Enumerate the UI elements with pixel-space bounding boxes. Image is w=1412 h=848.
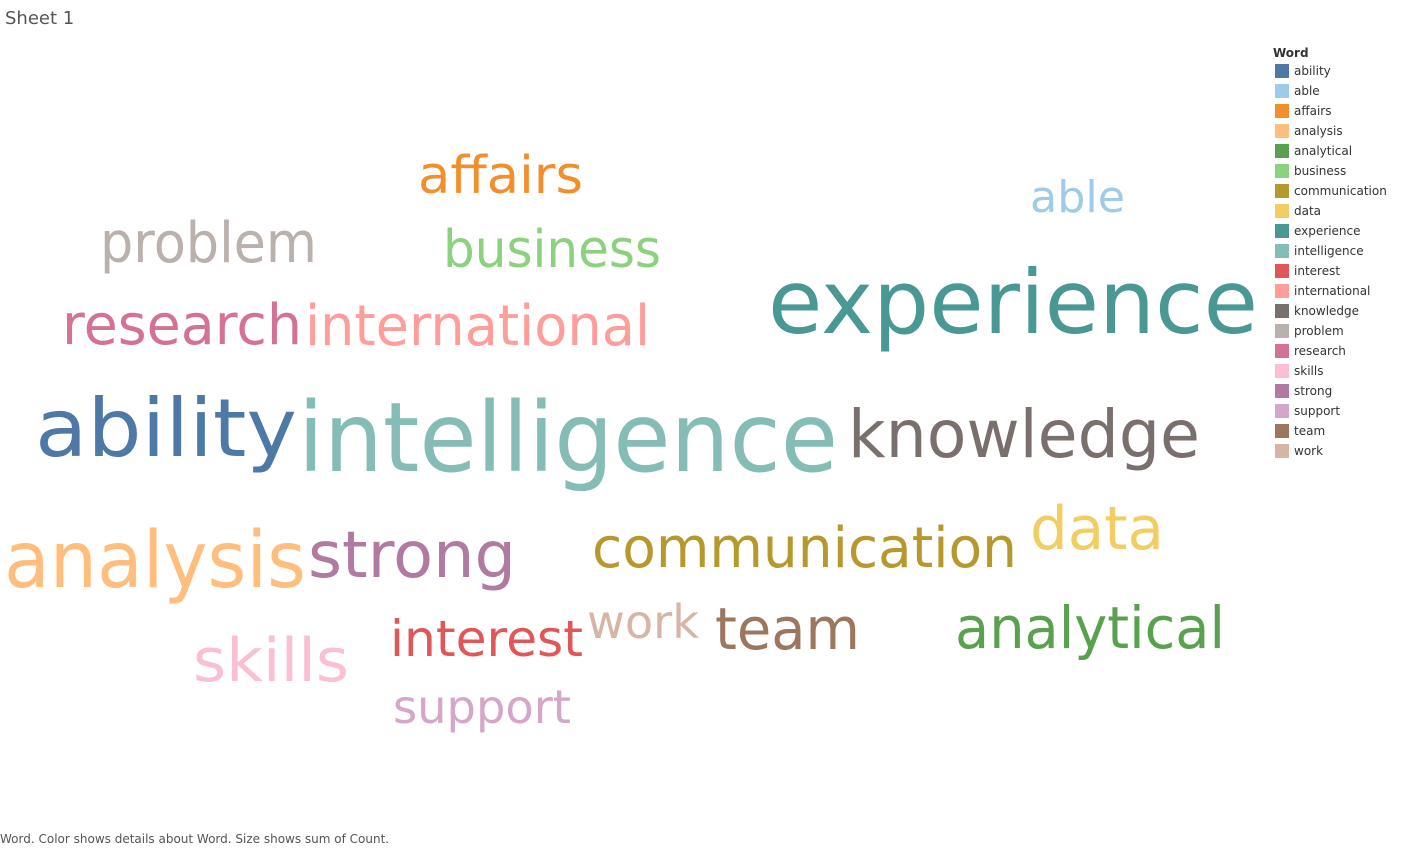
word-affairs[interactable]: affairs [418,146,583,206]
legend-swatch [1275,304,1289,318]
word-skills[interactable]: skills [193,626,349,696]
word-analysis[interactable]: analysis [4,516,306,606]
legend-label: support [1294,404,1341,418]
word-business[interactable]: business [443,220,661,280]
legend-label: problem [1294,324,1344,338]
word-able[interactable]: able [1030,172,1125,223]
legend-label: team [1294,424,1326,438]
legend-swatch [1275,344,1289,358]
legend-item-communication[interactable]: communication [1273,181,1403,201]
chart-caption: Word. Color shows details about Word. Si… [0,832,390,846]
legend-label: communication [1294,184,1387,198]
word-research[interactable]: research [62,293,302,358]
legend-swatch [1275,384,1289,398]
legend-swatch [1275,124,1289,138]
legend-items: ability able affairs analysis analytical busi… [1273,61,1403,461]
word-experience[interactable]: experience [768,251,1258,354]
legend: Word ability able affairs analysis analytica… [1273,45,1403,461]
legend-swatch [1275,184,1289,198]
legend-swatch [1275,164,1289,178]
word-problem[interactable]: problem [100,211,317,276]
legend-title: Word [1273,46,1309,60]
legend-item-experience[interactable]: experience [1273,221,1403,241]
legend-item-affairs[interactable]: affairs [1273,101,1403,121]
word-support[interactable]: support [393,680,571,734]
legend-swatch [1275,64,1289,78]
sheet-title: Sheet 1 [5,8,75,29]
word-international[interactable]: international [305,294,650,359]
legend-item-strong[interactable]: strong [1273,381,1403,401]
legend-label: knowledge [1294,304,1360,318]
legend-item-intelligence[interactable]: intelligence [1273,241,1403,261]
legend-swatch [1275,204,1289,218]
legend-item-international[interactable]: international [1273,281,1403,301]
legend-item-ability[interactable]: ability [1273,61,1403,81]
word-data[interactable]: data [1030,494,1164,564]
legend-label: research [1294,344,1346,358]
legend-item-work[interactable]: work [1273,441,1403,461]
legend-item-business[interactable]: business [1273,161,1403,181]
word-communication[interactable]: communication [592,516,1017,581]
word-team[interactable]: team [715,595,860,663]
legend-label: ability [1294,64,1331,78]
legend-label: strong [1294,384,1333,398]
word-knowledge[interactable]: knowledge [848,396,1200,473]
legend-item-analysis[interactable]: analysis [1273,121,1403,141]
word-analytical[interactable]: analytical [955,594,1225,662]
word-strong[interactable]: strong [308,519,516,593]
legend-swatch [1275,284,1289,298]
legend-swatch [1275,404,1289,418]
legend-item-interest[interactable]: interest [1273,261,1403,281]
legend-item-able[interactable]: able [1273,81,1403,101]
legend-item-problem[interactable]: problem [1273,321,1403,341]
legend-label: analytical [1294,144,1353,158]
legend-item-data[interactable]: data [1273,201,1403,221]
legend-swatch [1275,424,1289,438]
legend-item-analytical[interactable]: analytical [1273,141,1403,161]
legend-label: interest [1294,264,1341,278]
legend-label: experience [1294,224,1361,238]
legend-label: international [1294,284,1371,298]
legend-label: data [1294,204,1322,218]
legend-swatch [1275,324,1289,338]
legend-swatch [1275,84,1289,98]
legend-label: work [1294,444,1324,458]
legend-label: analysis [1294,124,1343,138]
legend-swatch [1275,364,1289,378]
legend-swatch [1275,144,1289,158]
legend-item-research[interactable]: research [1273,341,1403,361]
legend-swatch [1275,224,1289,238]
word-work[interactable]: work [587,595,699,649]
legend-label: business [1294,164,1347,178]
legend-swatch [1275,444,1289,458]
legend-item-team[interactable]: team [1273,421,1403,441]
legend-item-support[interactable]: support [1273,401,1403,421]
legend-swatch [1275,244,1289,258]
word-ability[interactable]: ability [35,382,297,475]
legend-label: affairs [1294,104,1332,118]
legend-label: able [1294,84,1320,98]
legend-item-skills[interactable]: skills [1273,361,1403,381]
word-intelligence[interactable]: intelligence [298,382,838,494]
word-interest[interactable]: interest [390,610,583,668]
legend-label: skills [1294,364,1324,378]
legend-swatch [1275,264,1289,278]
legend-label: intelligence [1294,244,1364,258]
legend-swatch [1275,104,1289,118]
legend-item-knowledge[interactable]: knowledge [1273,301,1403,321]
